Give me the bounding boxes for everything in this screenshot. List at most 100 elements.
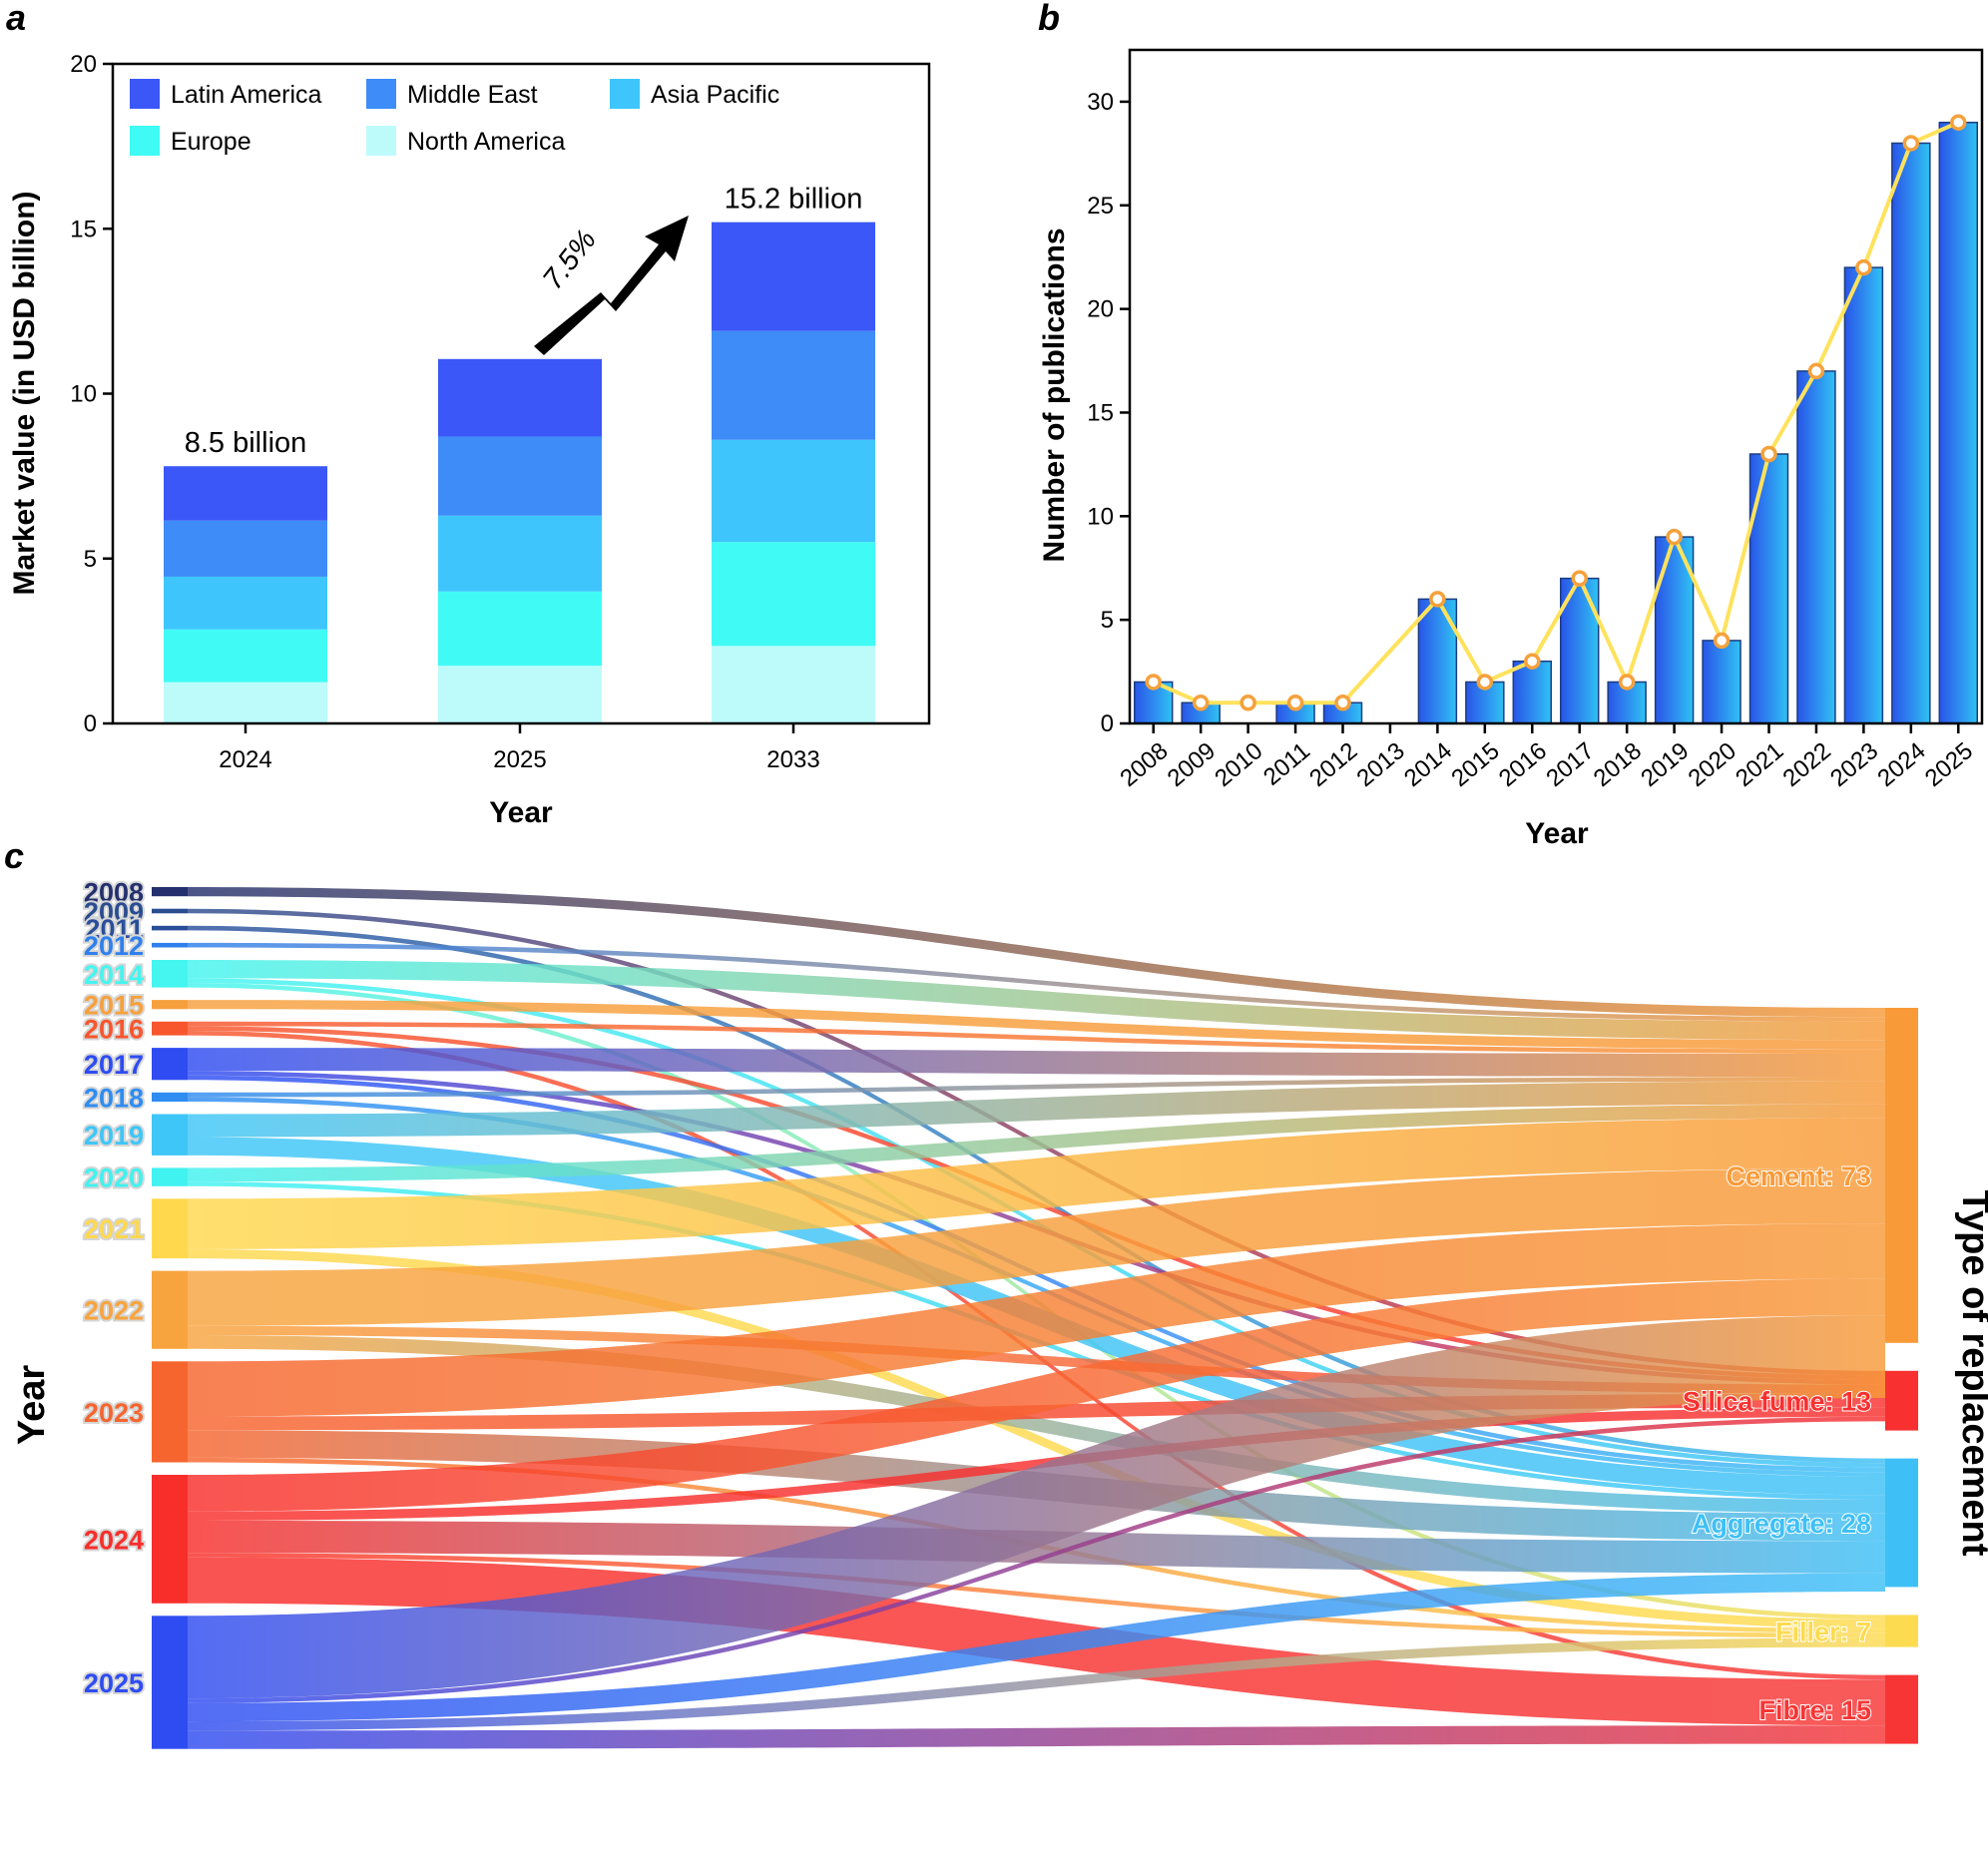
marker-2009 [1192,694,1210,711]
link-2016-cement [188,1021,1885,1054]
sankey-links [188,887,1885,1749]
node-2023 [152,1361,188,1463]
x-tick-label: 2020 [1684,737,1741,792]
left-axis-title: Year [11,1365,53,1446]
x-axis-ticks: 2008200920102011201220132014201520162017… [1115,723,1978,792]
link-2022-aggregate [188,1335,1885,1514]
node-2015 [152,1000,188,1010]
legend-swatch-asia-pacific [610,79,640,109]
bar-2033-asia-pacific [712,439,875,543]
node-label-fibre: Fibre: 15 [1758,1695,1871,1725]
link-2024-cement [188,1278,1885,1512]
marker-2023 [1855,258,1872,276]
panel-letter-b: b [1038,0,1060,38]
growth-arrow: 7.5% [534,216,689,355]
node-filler [1885,1615,1918,1647]
x-tick-label: 2025 [1920,737,1978,792]
marker-2025 [1950,114,1967,131]
node-label-2009: 2009 [84,897,144,927]
node-silica-fume [1885,1370,1918,1431]
marker-2010 [1240,694,1256,711]
marker-2017 [1571,570,1588,587]
node-label-2021: 2021 [84,1214,144,1244]
node-label-2017: 2017 [84,1050,144,1080]
panel-c-sankey: c 20082009201120122014201520162017201820… [4,835,1988,1749]
y-tick-label: 25 [1087,193,1114,220]
legend-swatch-middle-east [366,79,396,109]
legend-label-middle-east: Middle East [407,81,538,109]
stacked-bars [164,222,875,723]
node-2019 [152,1114,188,1156]
link-2018-cement [188,1077,1885,1098]
node-cement [1885,1008,1918,1343]
marker-2020 [1713,632,1731,650]
link-2025-fibre [188,1725,1885,1749]
link-2015-cement [188,1000,1885,1050]
plot-frame [1128,48,1984,725]
x-axis-title: Year [1525,817,1589,850]
total-label-2024: 8.5 billion [185,427,307,459]
bar-2033-europe [712,542,875,647]
total-label-2033: 15.2 billion [725,184,863,216]
node-2011 [152,925,188,931]
node-2022 [152,1270,188,1349]
sankey-nodes [152,887,1918,1749]
marker-2019 [1666,528,1683,546]
legend-label-north-america: North America [407,128,565,156]
marker-2018 [1618,674,1636,691]
bar-2025-europe [438,591,602,667]
link-2024-filler [188,1553,1885,1638]
link-2020-cement [188,1104,1885,1182]
node-fibre [1885,1674,1918,1744]
link-2019-cement [188,1081,1885,1138]
y-axis-ticks: 0 5 10 15 20 25 30 [1087,89,1130,737]
bar-2033-north-america [712,646,875,723]
node-label-2025: 2025 [84,1668,144,1698]
marker-2016 [1524,653,1541,670]
x-tick-label: 2033 [766,746,819,773]
node-2009 [152,908,188,914]
link-2012-cement [188,942,1885,1022]
legend-label-europe: Europe [171,128,251,156]
x-tick-label: 2022 [1778,737,1836,792]
node-2014 [152,960,188,988]
bar-2014 [1417,598,1458,724]
legend-swatch-north-america [366,126,396,156]
x-tick-label: 2009 [1163,737,1221,792]
x-tick-label: 2016 [1494,737,1552,792]
y-axis-title: Market value (in USD billion) [8,191,41,595]
growth-arrow-icon [534,216,689,355]
x-tick-label: 2024 [219,746,271,773]
y-tick-label: 0 [1101,710,1114,737]
y-tick-label: 15 [1087,399,1114,426]
y-tick-label: 10 [70,381,97,408]
node-label-2014: 2014 [84,960,144,990]
panel-a-market-value-chart: a 0 5 10 15 20 2024 2025 2033 Year Market valu… [6,0,931,829]
bar-2022 [1796,370,1836,724]
trend-line [1152,120,1960,705]
bar-2024-north-america [164,682,327,723]
x-axis-title: Year [489,796,553,829]
x-tick-label: 2008 [1115,737,1173,792]
link-2021-cement [188,1118,1885,1249]
publication-bars [1133,121,1979,724]
marker-2012 [1334,694,1351,711]
node-label-cement: Cement: 73 [1726,1161,1871,1191]
bar-2025 [1938,121,1979,724]
bar-2025-north-america [438,666,602,723]
bar-2025-middle-east [438,436,602,516]
trend-markers [1145,114,1967,711]
y-tick-label: 10 [1087,503,1114,530]
x-tick-label: 2025 [493,746,546,773]
bar-2024 [1891,142,1931,724]
node-label-2008: 2008 [84,878,144,908]
node-label-2020: 2020 [84,1163,144,1193]
marker-2022 [1807,362,1825,380]
marker-2021 [1760,445,1777,463]
x-tick-label: 2021 [1731,737,1788,792]
link-2025-silica-fume [188,1416,1885,1703]
node-label-2022: 2022 [84,1296,144,1326]
right-axis-title: Type of replacement [1954,1190,1988,1557]
